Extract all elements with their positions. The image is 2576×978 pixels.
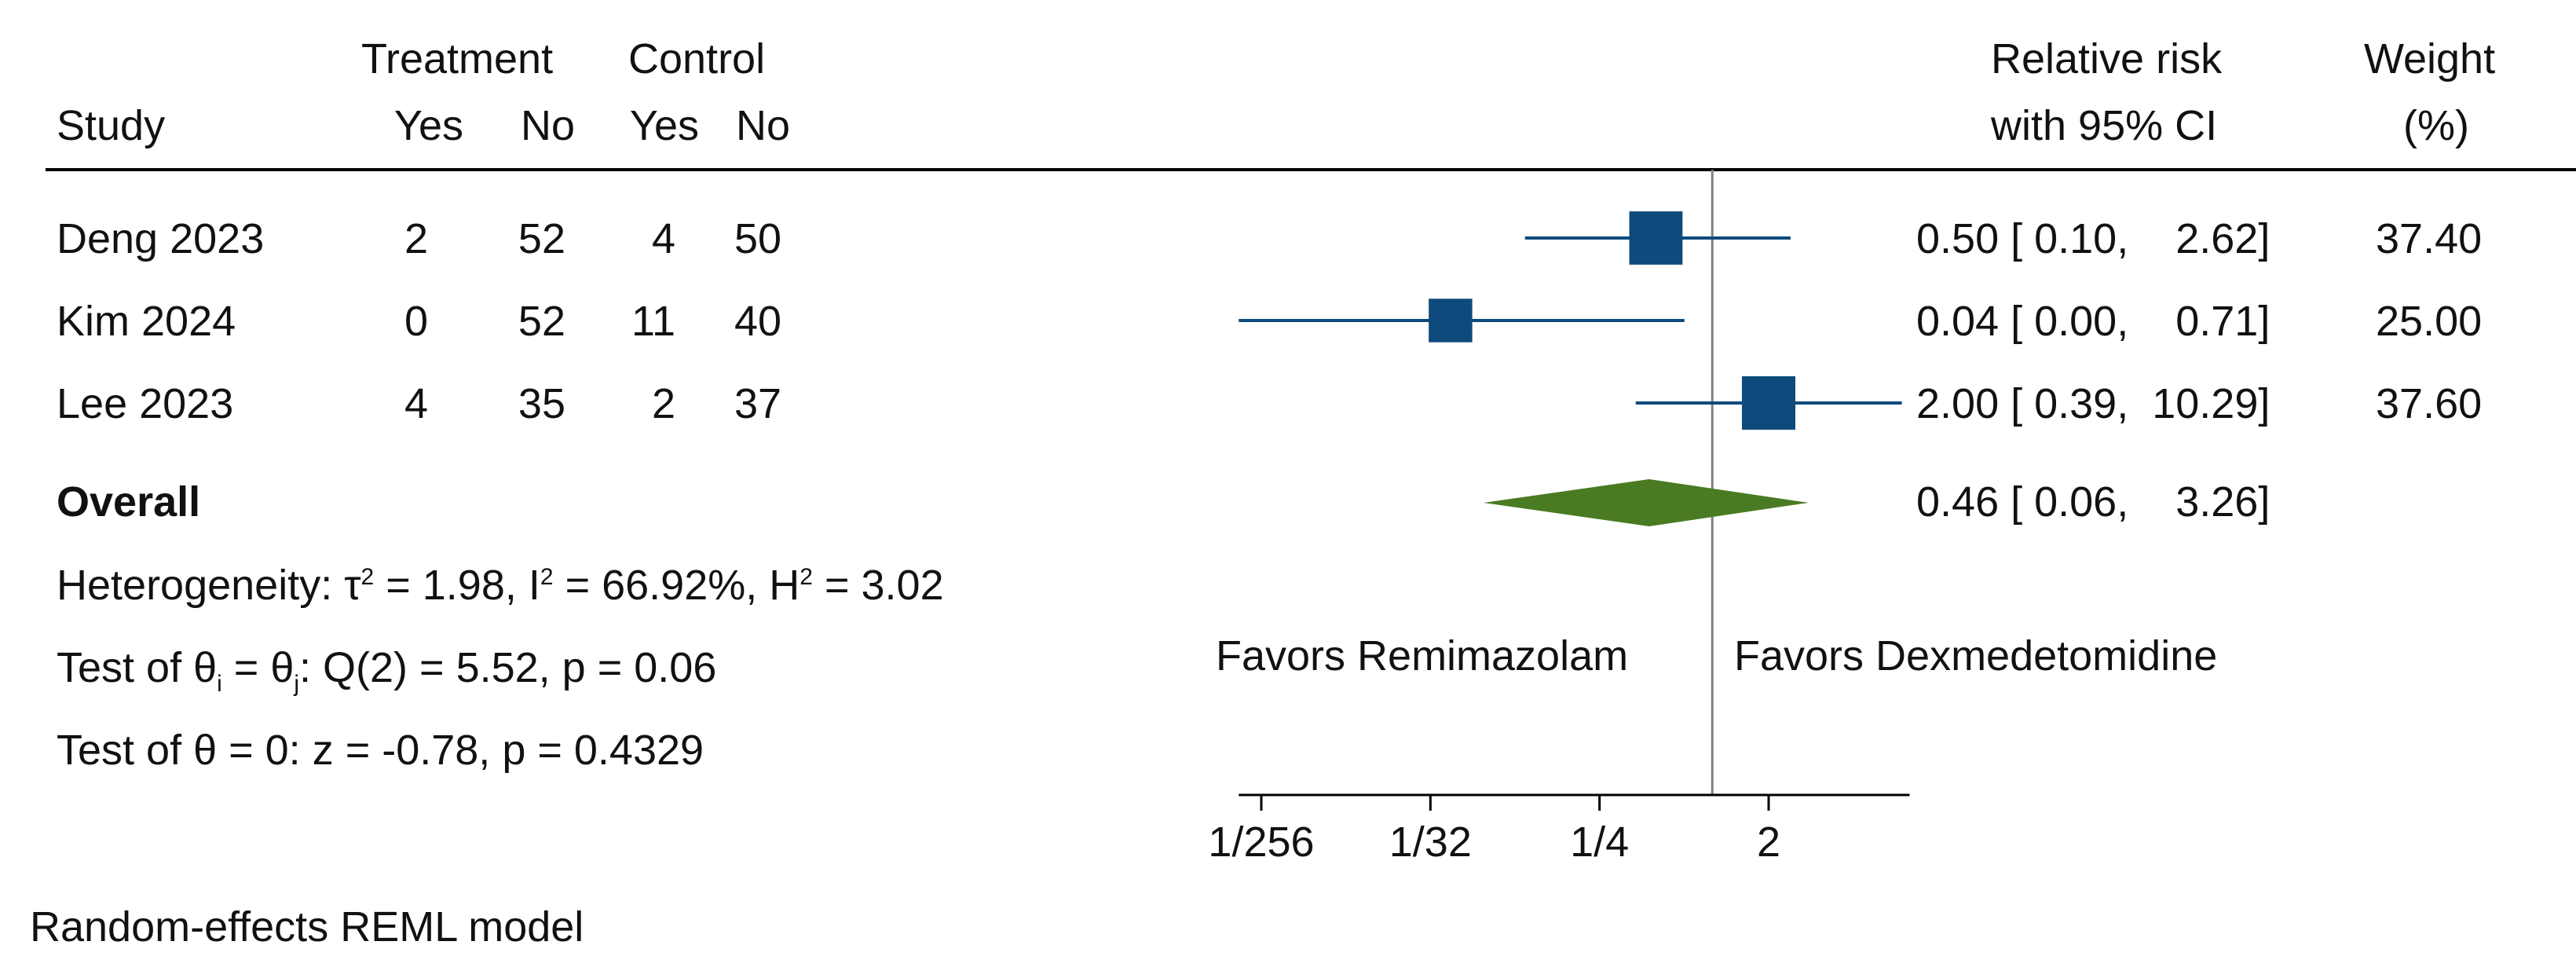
x-tick-label: 1/4 xyxy=(1570,819,1629,866)
control-yes-value: 2 xyxy=(651,380,675,427)
weight-header-line1: Weight xyxy=(2364,35,2496,82)
treatment-no-header: No xyxy=(520,102,575,149)
favors-left-label: Favors Remimazolam xyxy=(1216,632,1629,679)
effect-header-line2: with 95% CI xyxy=(1991,102,2218,149)
effect-marker xyxy=(1629,211,1683,265)
control-no-value: 50 xyxy=(734,215,782,262)
study-name: Lee 2023 xyxy=(57,380,234,427)
overall-ci-text: 0.46 [ 0.06, 3.26] xyxy=(1916,478,2270,526)
model-note: Random-effects REML model xyxy=(30,903,584,951)
treatment-no-value: 35 xyxy=(518,380,565,427)
x-tick-label: 1/32 xyxy=(1389,819,1472,866)
control-no-header: No xyxy=(736,102,791,149)
treatment-group-header: Treatment xyxy=(361,35,554,82)
overall-diamond xyxy=(1483,479,1809,526)
treatment-yes-value: 4 xyxy=(404,380,428,427)
x-tick-label: 1/256 xyxy=(1208,819,1314,866)
treatment-yes-value: 0 xyxy=(404,298,428,345)
heterogeneity-stats: Heterogeneity: τ2 = 1.98, I2 = 66.92%, H… xyxy=(57,562,944,609)
treatment-no-value: 52 xyxy=(518,298,565,345)
control-no-value: 37 xyxy=(734,380,782,427)
treatment-yes-value: 2 xyxy=(404,215,428,262)
overall-effect-test: Test of θ = 0: z = -0.78, p = 0.4329 xyxy=(57,727,704,774)
control-no-value: 40 xyxy=(734,298,782,345)
weight-value: 25.00 xyxy=(2376,298,2483,345)
treatment-yes-header: Yes xyxy=(393,102,463,149)
overall-label: Overall xyxy=(57,478,201,526)
homogeneity-test: Test of θi = θj: Q(2) = 5.52, p = 0.06 xyxy=(57,644,717,697)
ci-text: 0.50 [ 0.10, 2.62] xyxy=(1916,215,2270,262)
weight-header-line2: (%) xyxy=(2403,102,2469,149)
control-yes-value: 4 xyxy=(651,215,675,262)
favors-right-label: Favors Dexmedetomidine xyxy=(1734,632,2218,679)
control-yes-value: 11 xyxy=(631,298,675,345)
x-tick-label: 2 xyxy=(1757,819,1780,866)
weight-value: 37.40 xyxy=(2376,215,2483,262)
control-yes-header: Yes xyxy=(629,102,699,149)
study-name: Deng 2023 xyxy=(57,215,265,262)
ci-text: 2.00 [ 0.39, 10.29] xyxy=(1916,380,2270,427)
study-name: Kim 2024 xyxy=(57,298,236,345)
treatment-no-value: 52 xyxy=(518,215,565,262)
study-header: Study xyxy=(57,102,166,149)
effect-marker xyxy=(1429,299,1473,342)
effect-marker xyxy=(1742,376,1795,430)
weight-value: 37.60 xyxy=(2376,380,2483,427)
control-group-header: Control xyxy=(628,35,766,82)
effect-header-line1: Relative risk xyxy=(1991,35,2223,82)
ci-text: 0.04 [ 0.00, 0.71] xyxy=(1916,298,2270,345)
